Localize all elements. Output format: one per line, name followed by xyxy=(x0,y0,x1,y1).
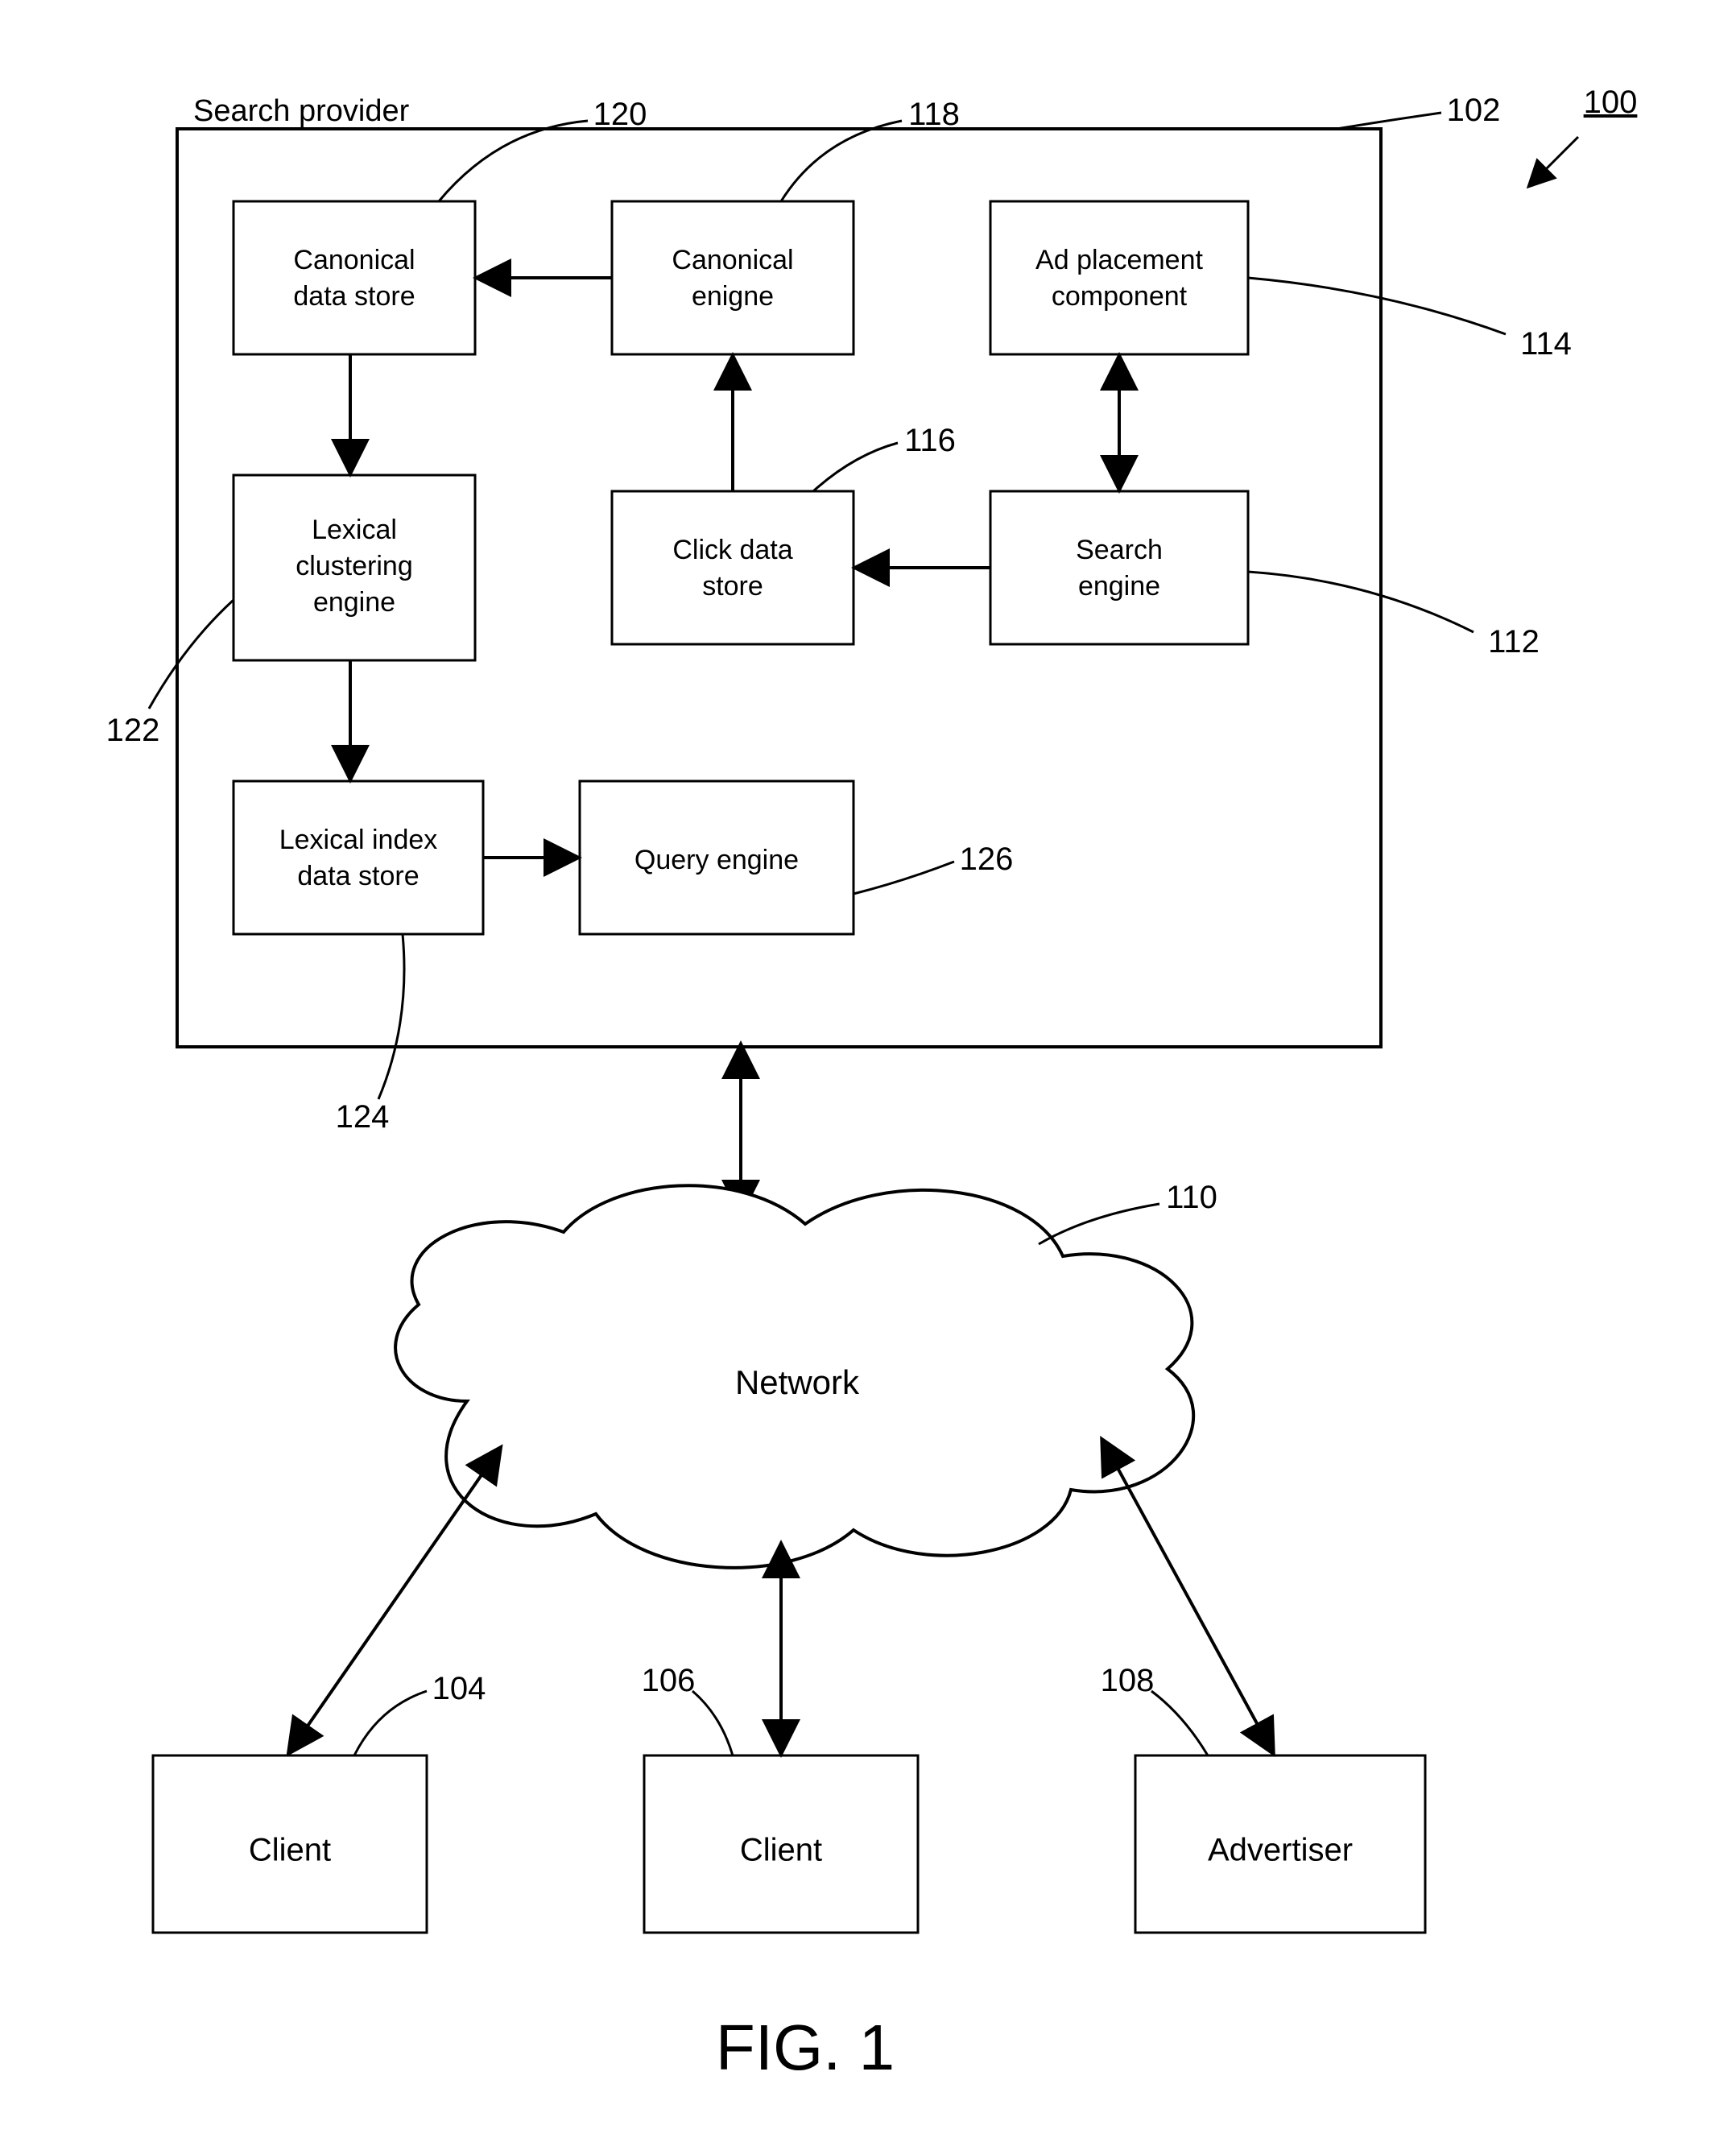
figure-label: FIG. 1 xyxy=(716,2012,895,2083)
leader-126 xyxy=(854,862,954,894)
ref-100: 100 xyxy=(1584,85,1638,120)
ref-100-leader xyxy=(1530,137,1578,185)
lexical-clustering-line3: engine xyxy=(313,587,395,618)
leader-124 xyxy=(378,934,404,1099)
lexical-clustering-line1: Lexical xyxy=(312,515,397,545)
network-label: Network xyxy=(735,1363,860,1401)
ad-placement-box xyxy=(990,201,1248,354)
ref-118: 118 xyxy=(908,97,960,132)
ref-124: 124 xyxy=(336,1099,390,1135)
canonical-data-store-line1: Canonical xyxy=(293,245,415,275)
ref-102: 102 xyxy=(1447,93,1501,128)
leader-120 xyxy=(439,121,588,201)
ref-110: 110 xyxy=(1166,1180,1217,1215)
search-provider-title: Search provider xyxy=(193,94,410,128)
leader-114 xyxy=(1248,278,1506,334)
ref-120: 120 xyxy=(593,97,647,132)
click-data-store-line1: Click data xyxy=(672,535,792,565)
ad-placement-line1: Ad placement xyxy=(1035,245,1203,275)
click-data-store-line2: store xyxy=(702,571,763,602)
search-engine-line2: engine xyxy=(1078,571,1160,602)
search-engine-line1: Search xyxy=(1076,535,1163,565)
query-engine-line1: Query engine xyxy=(634,845,799,875)
canonical-data-store-line2: data store xyxy=(293,281,415,312)
ref-106: 106 xyxy=(642,1663,696,1698)
diagram-canvas: 100 Search provider Canonical data store… xyxy=(0,0,1736,2142)
leader-118 xyxy=(781,121,902,201)
leader-112 xyxy=(1248,572,1474,632)
leader-116 xyxy=(813,443,898,491)
arrow-network-to-advertiser xyxy=(1103,1441,1272,1751)
client2-label: Client xyxy=(740,1833,822,1868)
lexical-index-line1: Lexical index xyxy=(279,825,438,855)
ref-104: 104 xyxy=(432,1671,486,1706)
leader-106 xyxy=(692,1691,733,1755)
canonical-engine-box xyxy=(612,201,854,354)
search-engine-box xyxy=(990,491,1248,644)
ref-126: 126 xyxy=(960,842,1014,877)
canonical-data-store-box xyxy=(234,201,475,354)
ref-116: 116 xyxy=(904,423,956,458)
canonical-engine-line2: enigne xyxy=(692,281,774,312)
ref-112: 112 xyxy=(1488,624,1540,660)
ref-114: 114 xyxy=(1520,326,1572,362)
lexical-index-box xyxy=(234,781,483,934)
lexical-index-line2: data store xyxy=(297,861,419,891)
click-data-store-box xyxy=(612,491,854,644)
lexical-clustering-line2: clustering xyxy=(296,551,413,581)
leader-108 xyxy=(1151,1691,1208,1755)
leader-104 xyxy=(354,1691,427,1755)
canonical-engine-line1: Canonical xyxy=(672,245,793,275)
client1-label: Client xyxy=(249,1833,331,1868)
ref-108: 108 xyxy=(1101,1663,1155,1698)
leader-102 xyxy=(1337,113,1441,129)
ref-122: 122 xyxy=(106,713,160,748)
leader-110 xyxy=(1039,1204,1159,1244)
advertiser-label: Advertiser xyxy=(1208,1833,1353,1868)
leader-122 xyxy=(149,600,234,709)
ad-placement-line2: component xyxy=(1052,281,1188,312)
